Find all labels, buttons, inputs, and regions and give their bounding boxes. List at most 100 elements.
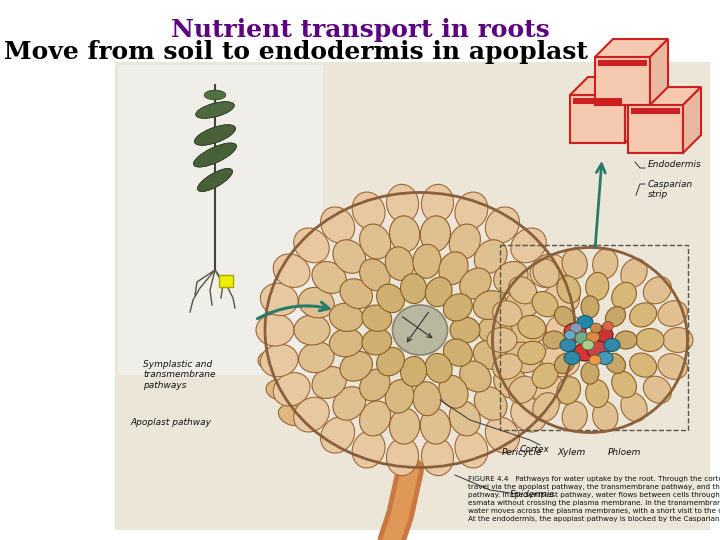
Ellipse shape [533, 393, 559, 422]
Ellipse shape [426, 277, 452, 307]
Ellipse shape [557, 276, 580, 303]
Text: Endodermis: Endodermis [648, 160, 702, 169]
Ellipse shape [196, 102, 234, 118]
Text: Cortex: Cortex [520, 445, 550, 454]
Ellipse shape [352, 192, 385, 230]
Ellipse shape [530, 373, 567, 406]
Ellipse shape [474, 387, 507, 420]
Ellipse shape [197, 168, 233, 192]
Ellipse shape [450, 317, 480, 343]
Text: Casparian
strip: Casparian strip [648, 180, 693, 199]
Ellipse shape [359, 401, 391, 436]
Polygon shape [683, 87, 701, 153]
Ellipse shape [385, 247, 414, 280]
Ellipse shape [585, 380, 609, 408]
Ellipse shape [560, 339, 576, 352]
Ellipse shape [621, 393, 647, 422]
Ellipse shape [508, 376, 536, 403]
Ellipse shape [400, 274, 427, 303]
Bar [570, 95, 625, 143]
Ellipse shape [587, 332, 600, 342]
Ellipse shape [658, 354, 688, 379]
Ellipse shape [587, 341, 609, 359]
Ellipse shape [362, 305, 392, 332]
Ellipse shape [390, 216, 420, 252]
Ellipse shape [194, 125, 235, 145]
Ellipse shape [329, 328, 363, 357]
Ellipse shape [485, 207, 519, 243]
Bar [115, 62, 710, 530]
Ellipse shape [508, 276, 536, 304]
Ellipse shape [593, 249, 618, 279]
Ellipse shape [400, 356, 427, 387]
Ellipse shape [194, 125, 235, 145]
Ellipse shape [377, 347, 405, 376]
Bar [500, 245, 688, 430]
Ellipse shape [658, 301, 688, 326]
Ellipse shape [575, 332, 589, 344]
Ellipse shape [294, 397, 329, 432]
Ellipse shape [421, 184, 454, 222]
Ellipse shape [532, 292, 558, 317]
Ellipse shape [299, 287, 334, 318]
Bar [118, 65, 323, 375]
Polygon shape [650, 39, 668, 105]
Ellipse shape [636, 328, 664, 352]
Ellipse shape [612, 282, 636, 309]
Ellipse shape [518, 315, 546, 339]
Text: Move from soil to endodermis in apoplast: Move from soil to endodermis in apoplast [4, 40, 588, 64]
Polygon shape [628, 87, 701, 105]
Text: Xylem: Xylem [557, 448, 585, 457]
Ellipse shape [413, 244, 441, 278]
Ellipse shape [387, 438, 418, 476]
Bar [219, 275, 233, 287]
Bar [598, 60, 647, 66]
Ellipse shape [494, 367, 528, 399]
Ellipse shape [532, 363, 558, 388]
Ellipse shape [564, 352, 580, 365]
Ellipse shape [449, 224, 480, 259]
Ellipse shape [604, 339, 620, 352]
Ellipse shape [564, 330, 575, 340]
Ellipse shape [562, 249, 588, 279]
Ellipse shape [413, 382, 441, 416]
Ellipse shape [644, 276, 672, 304]
Ellipse shape [294, 315, 330, 345]
Ellipse shape [570, 323, 582, 333]
Ellipse shape [387, 184, 418, 222]
Ellipse shape [629, 303, 657, 327]
Ellipse shape [455, 192, 488, 230]
Ellipse shape [582, 340, 594, 350]
Ellipse shape [542, 345, 580, 377]
Ellipse shape [543, 331, 565, 349]
Ellipse shape [392, 305, 448, 355]
Text: Apoplast pathway: Apoplast pathway [130, 418, 211, 427]
Ellipse shape [204, 90, 226, 100]
Text: FIGURE 4.4   Pathways for water uptake by the root. Through the cortex, water ma: FIGURE 4.4 Pathways for water uptake by … [468, 476, 720, 522]
Bar [628, 105, 683, 153]
Ellipse shape [459, 268, 491, 299]
Ellipse shape [542, 284, 580, 316]
Ellipse shape [312, 367, 346, 399]
Ellipse shape [554, 307, 575, 327]
Ellipse shape [279, 404, 305, 426]
Ellipse shape [591, 326, 613, 344]
Ellipse shape [273, 373, 310, 406]
Ellipse shape [557, 377, 580, 404]
Polygon shape [570, 77, 643, 95]
Ellipse shape [340, 279, 372, 308]
Ellipse shape [273, 254, 310, 287]
Ellipse shape [420, 408, 451, 444]
Ellipse shape [444, 339, 472, 366]
Ellipse shape [194, 143, 236, 167]
Ellipse shape [444, 294, 472, 321]
Ellipse shape [562, 401, 588, 431]
Ellipse shape [510, 397, 546, 432]
Ellipse shape [360, 259, 390, 291]
Bar [595, 57, 650, 105]
Ellipse shape [258, 350, 286, 370]
Ellipse shape [299, 342, 334, 373]
Ellipse shape [312, 261, 346, 293]
Ellipse shape [261, 345, 298, 377]
Ellipse shape [473, 291, 507, 320]
